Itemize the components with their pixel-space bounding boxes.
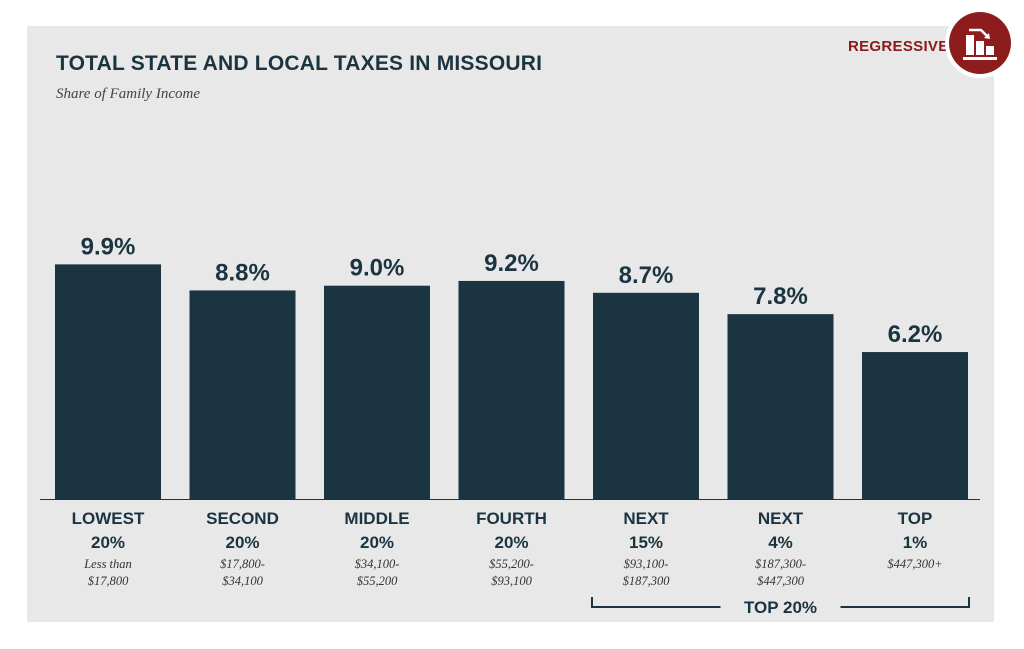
income-range-label: $187,300 <box>623 574 671 588</box>
bar <box>55 264 161 499</box>
income-range-label: Less than <box>83 557 132 571</box>
income-range-label: $34,100 <box>222 574 263 588</box>
chart-subtitle: Share of Family Income <box>56 86 200 102</box>
category-label: LOWEST <box>72 509 145 528</box>
category-label: 20% <box>91 533 125 552</box>
value-label: 7.8% <box>753 283 808 310</box>
income-range-label: $93,100 <box>491 574 532 588</box>
chart-title: TOTAL STATE AND LOCAL TAXES IN MISSOURI <box>56 52 543 75</box>
category-label: 4% <box>768 533 793 552</box>
income-range-label: $34,100- <box>355 557 400 571</box>
value-label: 8.8% <box>215 259 270 286</box>
bar <box>862 352 968 499</box>
category-label: SECOND <box>206 509 279 528</box>
value-label: 9.9% <box>81 233 136 260</box>
bar <box>458 280 565 499</box>
income-range-label: $55,200 <box>357 574 398 588</box>
category-label: 15% <box>629 533 663 552</box>
value-label: 6.2% <box>888 321 943 348</box>
category-label: FOURTH <box>476 509 547 528</box>
bar <box>324 285 430 499</box>
bar <box>727 314 834 499</box>
value-label: 8.7% <box>619 262 674 289</box>
income-range-label: $55,200- <box>489 557 534 571</box>
group-bracket-right <box>840 597 970 608</box>
category-label: NEXT <box>758 509 804 528</box>
income-range-label: $187,300- <box>755 557 806 571</box>
regressive-badge <box>945 8 1015 78</box>
income-range-label: $447,300 <box>757 574 805 588</box>
income-range-label: $93,100- <box>624 557 669 571</box>
income-range-label: $17,800- <box>220 557 265 571</box>
income-range-label: $17,800 <box>88 574 129 588</box>
bar <box>189 290 296 499</box>
group-bracket-left <box>591 597 721 608</box>
group-label: TOP 20% <box>744 598 817 617</box>
bar <box>593 292 699 499</box>
category-label: TOP <box>898 509 933 528</box>
category-label: NEXT <box>623 509 669 528</box>
category-label: 1% <box>903 533 928 552</box>
category-label: 20% <box>494 533 528 552</box>
value-label: 9.2% <box>484 250 539 277</box>
category-label: 20% <box>225 533 259 552</box>
income-range-label: $447,300+ <box>887 557 942 571</box>
regressive-chart-icon <box>949 12 1011 74</box>
value-label: 9.0% <box>350 255 405 282</box>
category-label: MIDDLE <box>344 509 409 528</box>
category-label: 20% <box>360 533 394 552</box>
regressive-label: REGRESSIVE <box>848 38 949 55</box>
